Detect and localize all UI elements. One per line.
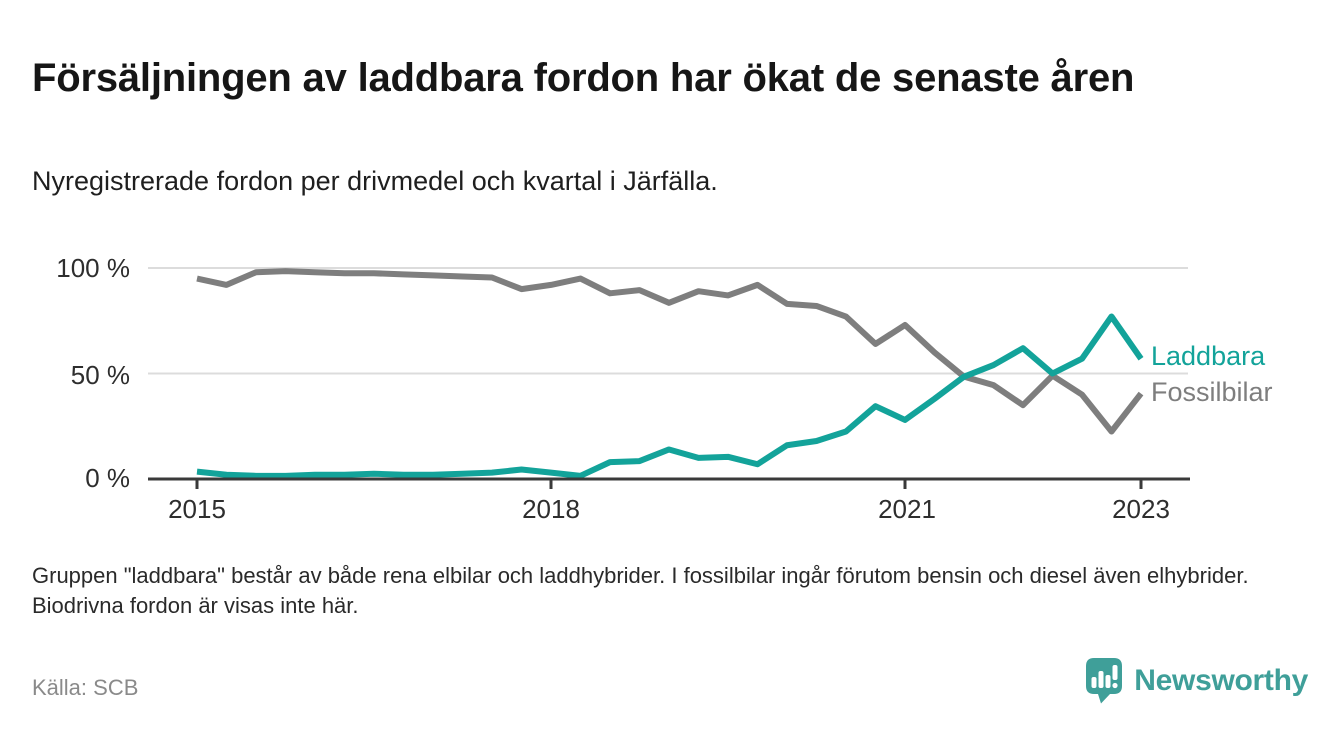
line-chart: 100 % 50 % 0 % 2015 2018 2021 2023 Laddb…: [56, 253, 1273, 524]
x-tick-label-2018: 2018: [522, 494, 580, 524]
chart-title: Försäljningen av laddbara fordon har öka…: [32, 55, 1135, 100]
x-tick-label-2023: 2023: [1112, 494, 1170, 524]
y-tick-label-100: 100 %: [56, 253, 130, 283]
x-tick-label-2015: 2015: [168, 494, 226, 524]
logo-bar-chart-icon: [1091, 665, 1118, 689]
series-label-fossilbilar: Fossilbilar: [1151, 377, 1273, 407]
newsworthy-brand: Newsworthy: [1086, 656, 1308, 706]
series-line-laddbara: [196, 313, 1144, 479]
y-tick-label-50: 50 %: [71, 360, 130, 390]
brand-name: Newsworthy: [1134, 664, 1308, 697]
x-tick-label-2021: 2021: [878, 494, 936, 524]
chart-subtitle: Nyregistrerade fordon per drivmedel och …: [32, 166, 718, 196]
chart-footnote: Gruppen "laddbara" består av både rena e…: [32, 563, 1249, 618]
chart-plot-area: [148, 267, 1188, 489]
logo-pin-shape: [1086, 658, 1123, 704]
source-credit: Källa: SCB: [32, 675, 139, 700]
series-line-fossilbilar: [196, 268, 1144, 435]
newsworthy-logo-icon: [1086, 658, 1123, 704]
series-label-laddbara: Laddbara: [1151, 341, 1266, 371]
y-tick-label-0: 0 %: [85, 463, 130, 493]
